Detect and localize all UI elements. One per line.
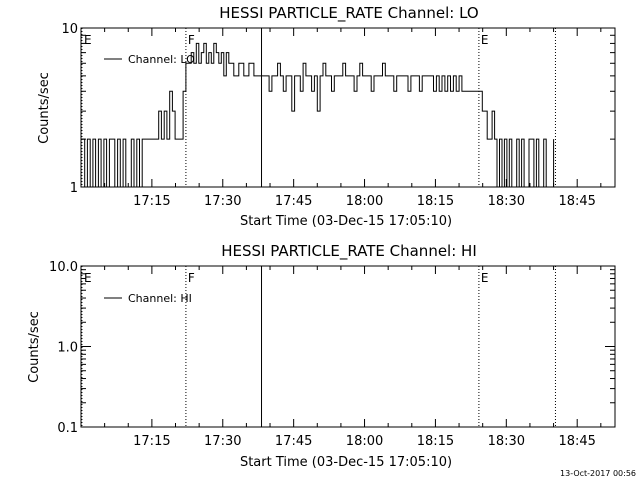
x-tick-label: 18:00 (346, 194, 383, 209)
lo-chart-title: HESSI PARTICLE_RATE Channel: LO (219, 4, 478, 23)
hi-plot-marks: 17:15 17:30 17:45 18:00 18:15 18:30 18:45 0.1 1.… (49, 260, 615, 449)
x-tick-label: 18:45 (558, 194, 595, 209)
lo-plot-marks: 17:15 17:30 17:45 18:00 18:15 18:30 18:45 1 10 E F… (61, 22, 615, 209)
y-tick-label: 0.1 (57, 421, 78, 436)
x-tick-label: 17:45 (275, 194, 312, 209)
lo-legend-label: Channel: LO (128, 53, 195, 66)
series-line (81, 42, 555, 188)
hi-y-axis-label: Counts/sec (27, 311, 42, 383)
lo-legend: Channel: LO (104, 53, 195, 66)
hi-chart-title: HESSI PARTICLE_RATE Channel: HI (221, 242, 477, 261)
lo-x-axis-label: Start Time (03-Dec-15 17:05:10) (240, 214, 452, 229)
lo-y-axis-label: Counts/sec (37, 72, 52, 144)
event-marker-label: F (188, 33, 195, 47)
hi-x-axis-label: Start Time (03-Dec-15 17:05:10) (240, 455, 452, 470)
hi-legend-label: Channel: HI (128, 292, 192, 305)
lo-plot-frame (80, 27, 616, 188)
hi-channel-panel: HESSI PARTICLE_RATE Channel: HI Counts/s… (27, 242, 616, 470)
x-tick-label: 18:15 (417, 434, 454, 449)
x-tick-label: 17:30 (204, 194, 241, 209)
event-marker-label: E (481, 271, 489, 285)
event-marker-label: E (481, 33, 489, 47)
y-tick-label: 10 (61, 22, 78, 37)
x-tick-label: 18:15 (417, 194, 454, 209)
y-tick-label: 1 (70, 181, 78, 196)
hi-plot-frame (80, 265, 616, 428)
event-marker-label: F (188, 271, 195, 285)
x-tick-label: 18:30 (488, 434, 525, 449)
x-tick-label: 18:00 (346, 434, 383, 449)
x-tick-label: 18:30 (488, 194, 525, 209)
x-tick-label: 17:15 (133, 194, 170, 209)
generation-timestamp: 13-Oct-2017 00:56 (560, 469, 636, 478)
event-marker-label: E (84, 33, 92, 47)
y-tick-label: 1.0 (57, 341, 78, 356)
lo-channel-panel: HESSI PARTICLE_RATE Channel: LO Counts/s… (37, 4, 616, 229)
x-tick-label: 17:45 (275, 434, 312, 449)
x-tick-label: 18:45 (558, 434, 595, 449)
event-marker-label: E (84, 271, 92, 285)
hi-legend: Channel: HI (104, 292, 192, 305)
y-tick-label: 10.0 (49, 260, 78, 275)
x-tick-label: 17:30 (204, 434, 241, 449)
x-tick-label: 17:15 (133, 434, 170, 449)
